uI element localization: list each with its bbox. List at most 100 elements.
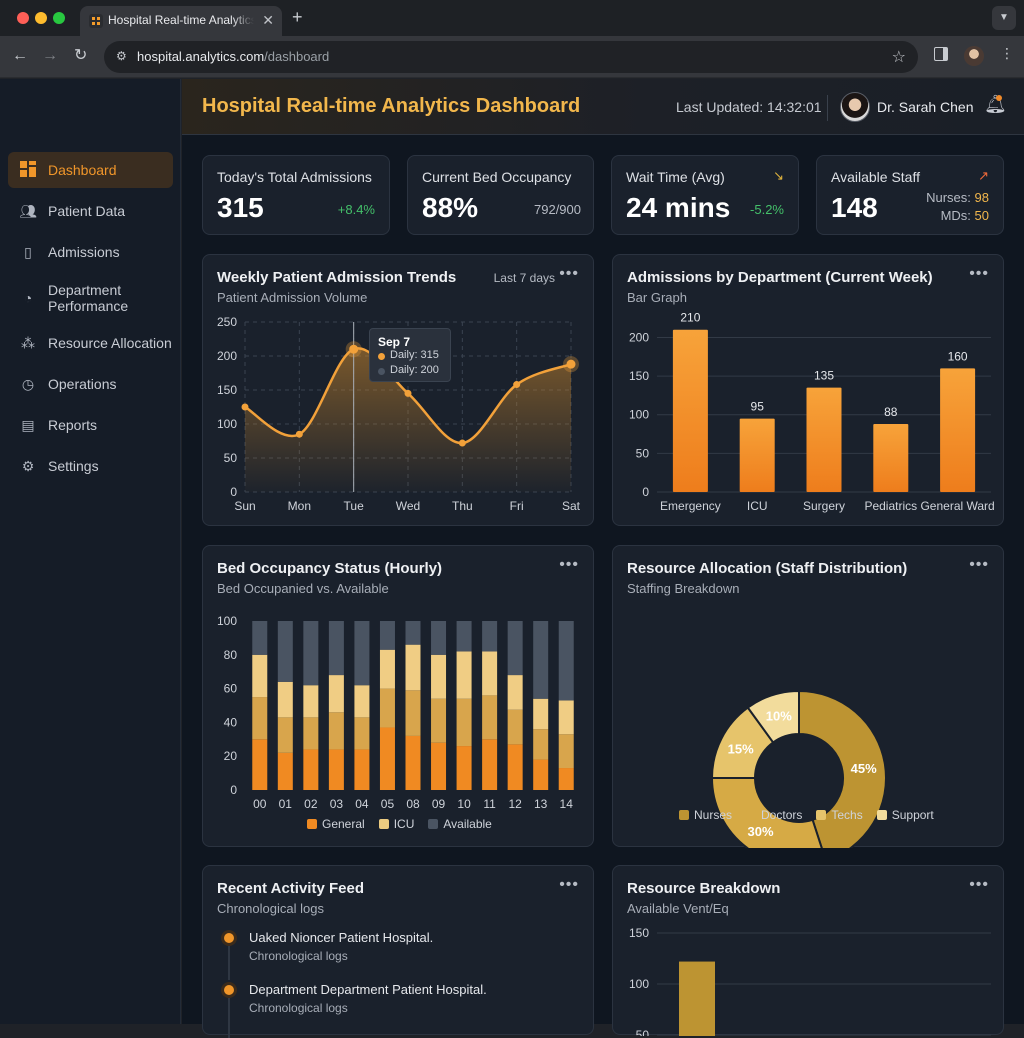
sidebar-item-settings[interactable]: ⚙ Settings bbox=[8, 448, 173, 484]
sidebar-item-resource-allocation[interactable]: ⁂ Resource Allocation bbox=[8, 325, 173, 361]
bar-segment-available bbox=[405, 621, 421, 645]
y-tick-label: 100 bbox=[217, 417, 237, 431]
sidebar-item-operations[interactable]: ◷ Operations bbox=[8, 366, 173, 402]
kpi-value: 88% bbox=[422, 192, 479, 223]
favicon-icon bbox=[89, 14, 103, 28]
address-bar[interactable]: ⚙ hospital.analytics.com/dashboard ☆ bbox=[104, 41, 918, 73]
minimize-window-button[interactable] bbox=[35, 12, 47, 24]
bar bbox=[672, 329, 708, 492]
data-point bbox=[513, 381, 521, 389]
new-tab-icon[interactable]: + bbox=[292, 7, 303, 27]
kpi-delta: +8.4% bbox=[337, 202, 375, 217]
bar-segment-available bbox=[354, 621, 370, 686]
tab-search-chevron-icon[interactable]: ▼ bbox=[992, 6, 1016, 30]
x-tick-label: 13 bbox=[534, 797, 548, 811]
sidebar-item-admissions[interactable]: ▯ Admissions bbox=[8, 234, 173, 270]
kpi-title: Current Bed Occupancy bbox=[422, 169, 572, 185]
date-range-selector[interactable]: Last 7 days bbox=[493, 271, 555, 285]
pie-slice bbox=[746, 689, 800, 744]
chart-subtitle: Bar Graph bbox=[627, 290, 687, 305]
bookmark-star-icon[interactable]: ☆ bbox=[891, 49, 906, 66]
header-divider bbox=[827, 95, 828, 121]
more-options-icon[interactable]: ••• bbox=[559, 876, 579, 893]
side-panel-icon[interactable] bbox=[934, 47, 948, 61]
x-tick-label: 12 bbox=[508, 797, 522, 811]
chart-title: Bed Occupancy Status (Hourly) bbox=[217, 560, 443, 577]
bed-stacked-bar-chart: 0 20 40 60 80 100 00 01 02 03 04 05 08 09 10 11 12 13 14 bbox=[217, 614, 574, 811]
user-name[interactable]: Dr. Sarah Chen bbox=[877, 99, 974, 115]
browser-tab-bar: Hospital Real-time Analytics ✕ + ▼ bbox=[0, 0, 1024, 36]
x-tick-label: 03 bbox=[330, 797, 344, 811]
bar-segment-icu bbox=[252, 654, 268, 698]
user-avatar[interactable] bbox=[840, 92, 870, 122]
kpi-card-admissions[interactable]: Today's Total Admissions 315 +8.4% bbox=[202, 155, 390, 235]
more-options-icon[interactable]: ••• bbox=[559, 265, 579, 282]
y-tick-label: 0 bbox=[642, 485, 649, 499]
sidebar-item-label: Dashboard bbox=[48, 162, 117, 178]
bar-segment-available bbox=[456, 621, 472, 652]
bar bbox=[679, 961, 715, 1036]
tooltip-line: Daily: 200 bbox=[390, 364, 439, 376]
x-tick-label: Fri bbox=[510, 499, 524, 513]
chart-title: Resource Allocation (Staff Distribution) bbox=[627, 560, 908, 577]
browser-tab[interactable]: Hospital Real-time Analytics ✕ bbox=[80, 6, 282, 36]
sidebar-item-label: Settings bbox=[48, 458, 99, 474]
chart-subtitle: Available Vent/Eq bbox=[627, 901, 729, 916]
more-options-icon[interactable]: ••• bbox=[969, 876, 989, 893]
data-point bbox=[349, 344, 359, 354]
site-info-icon[interactable]: ⚙ bbox=[116, 49, 127, 63]
chart-title: Weekly Patient Admission Trends bbox=[217, 269, 457, 286]
bar-segment-available bbox=[328, 621, 344, 676]
tooltip-line: Daily: 315 bbox=[390, 349, 439, 361]
back-arrow-icon[interactable]: ← bbox=[12, 47, 28, 64]
close-window-button[interactable] bbox=[17, 12, 29, 24]
close-tab-icon[interactable]: ✕ bbox=[262, 12, 274, 28]
maximize-window-button[interactable] bbox=[53, 12, 65, 24]
bar bbox=[739, 418, 775, 492]
more-options-icon[interactable]: ••• bbox=[969, 265, 989, 282]
sidebar-item-reports[interactable]: ▤ Reports bbox=[8, 407, 173, 443]
feed-item-subtext: Chronological logs bbox=[249, 1001, 348, 1015]
x-tick-label: 09 bbox=[432, 797, 446, 811]
forward-arrow-icon[interactable]: → bbox=[42, 47, 58, 64]
browser-menu-icon[interactable]: ⋮ bbox=[1000, 45, 1014, 61]
chart-legend: General ICU Available bbox=[307, 817, 492, 831]
gear-icon: ⚙ bbox=[21, 457, 35, 474]
bar-segment-general bbox=[431, 742, 447, 790]
y-tick-label: 50 bbox=[636, 1028, 650, 1036]
bar-segment-icu bbox=[405, 644, 421, 691]
chart-title: Resource Breakdown bbox=[627, 880, 781, 897]
kpi-card-available-staff[interactable]: Available Staff ↗ 148 Nurses: 98 MDs: 50 bbox=[816, 155, 1004, 235]
y-tick-label: 80 bbox=[224, 648, 238, 662]
bar-value-label: 160 bbox=[948, 349, 968, 363]
kpi-card-wait-time[interactable]: Wait Time (Avg) ↘ 24 mins -5.2% bbox=[611, 155, 799, 235]
sidebar-item-dashboard[interactable]: Dashboard bbox=[8, 152, 173, 188]
bar-segment-icu bbox=[405, 690, 421, 736]
url-text[interactable]: hospital.analytics.com/dashboard bbox=[137, 49, 330, 64]
legend-item: Support bbox=[876, 808, 934, 822]
slice-value-label: 45% bbox=[851, 761, 877, 776]
weekly-line-chart: 0 50 100 150 200 250 Sun Mon Tue Wed Thu Fri Sat bbox=[217, 315, 581, 513]
y-tick-label: 0 bbox=[230, 783, 237, 797]
bar-segment-icu bbox=[379, 688, 395, 728]
bar-segment-icu bbox=[482, 695, 498, 740]
sidebar-item-patient-data[interactable]: 👥︎ Patient Data bbox=[8, 193, 173, 229]
profile-avatar-icon[interactable] bbox=[964, 46, 984, 66]
x-tick-label: General Ward bbox=[920, 499, 994, 513]
bar-segment-general bbox=[456, 746, 472, 790]
more-options-icon[interactable]: ••• bbox=[969, 556, 989, 573]
kpi-card-bed-occupancy[interactable]: Current Bed Occupancy 88% 792/900 bbox=[407, 155, 594, 235]
kpi-detail: 792/900 bbox=[534, 202, 581, 217]
sidebar-item-department-performance[interactable]: ◔ Department Performance bbox=[8, 279, 173, 317]
clock-icon: ◷ bbox=[21, 375, 35, 392]
page-header: Hospital Real-time Analytics Dashboard L… bbox=[182, 79, 1024, 135]
bar-value-label: 88 bbox=[884, 405, 898, 419]
chart-tooltip: Sep 7 Daily: 315 Daily: 200 bbox=[369, 328, 451, 382]
reload-icon[interactable]: ↻ bbox=[74, 47, 88, 64]
bar-segment-icu bbox=[379, 649, 395, 689]
more-options-icon[interactable]: ••• bbox=[559, 556, 579, 573]
feed-item-text: Department Department Patient Hospital. bbox=[249, 982, 487, 997]
kpi-title: Wait Time (Avg) bbox=[626, 169, 725, 185]
legend-item: Nurses bbox=[679, 808, 732, 822]
x-tick-label: Thu bbox=[452, 499, 473, 513]
